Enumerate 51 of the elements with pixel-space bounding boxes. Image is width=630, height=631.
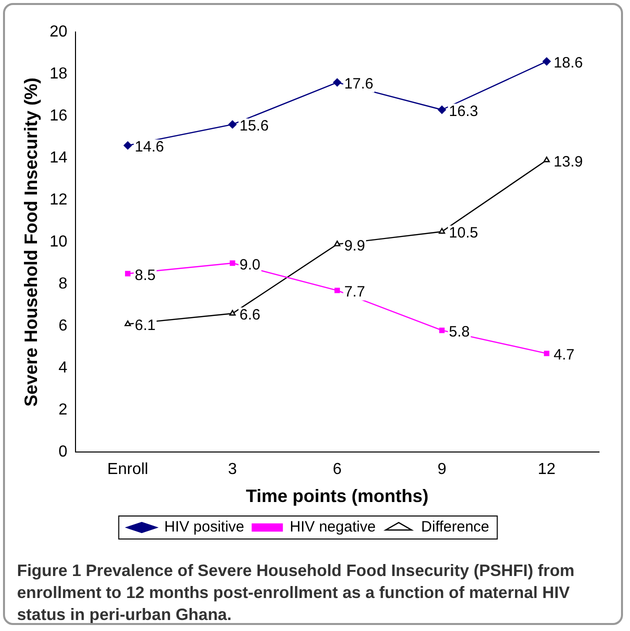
y-tick-label: 8 xyxy=(58,276,68,293)
data-label: 6.1 xyxy=(134,317,156,334)
data-label: 16.3 xyxy=(448,102,478,120)
y-tick-label: 14 xyxy=(50,149,68,166)
data-label: 8.5 xyxy=(134,266,156,284)
x-tick-label: 3 xyxy=(228,461,238,478)
data-label: 5.8 xyxy=(448,323,470,340)
data-label: 4.7 xyxy=(554,346,574,364)
data-label: 10.5 xyxy=(448,224,478,242)
point xyxy=(438,106,446,114)
point xyxy=(333,78,342,87)
x-tick-label: 6 xyxy=(332,461,342,478)
point xyxy=(229,310,236,316)
point xyxy=(334,240,340,246)
data-label: 7.7 xyxy=(344,284,366,301)
y-tick-label: 12 xyxy=(50,191,68,208)
legend-label: HIV negative xyxy=(290,518,376,536)
y-tick-label: 18 xyxy=(50,65,68,82)
data-label: 13.9 xyxy=(554,153,583,170)
data-label: 15.6 xyxy=(239,118,269,135)
data-label: 14.6 xyxy=(134,138,164,156)
point xyxy=(542,57,551,66)
point xyxy=(439,328,445,334)
y-tick-label: 4 xyxy=(58,360,68,377)
point xyxy=(230,260,236,266)
x-tick-label: Enroll xyxy=(107,461,148,478)
point xyxy=(125,270,130,276)
y-tick-label: 16 xyxy=(50,107,68,124)
data-label: 18.6 xyxy=(554,54,583,72)
y-tick-label: 2 xyxy=(58,402,68,419)
point xyxy=(124,320,131,326)
y-tick-label: 20 xyxy=(50,23,68,40)
x-tick-label: 9 xyxy=(437,461,446,478)
point xyxy=(334,288,340,294)
point xyxy=(544,350,550,356)
y-tick-label: 6 xyxy=(58,318,68,335)
data-label: 6.6 xyxy=(239,306,260,324)
y-axis-title: Severe Household Food Insecurity (%) xyxy=(20,78,41,407)
x-tick-label: 12 xyxy=(538,461,556,478)
data-label: 17.6 xyxy=(344,76,374,93)
legend-label: Difference xyxy=(421,518,490,536)
y-tick-label: 0 xyxy=(58,444,68,461)
point xyxy=(438,228,446,234)
x-axis-title: Time points (months) xyxy=(246,486,429,506)
data-label: 9.9 xyxy=(344,237,366,254)
point xyxy=(228,120,237,129)
y-tick-label: 10 xyxy=(50,234,68,251)
legend-label: HIV positive xyxy=(164,518,244,536)
point xyxy=(124,141,132,150)
data-label: 9.0 xyxy=(239,256,260,274)
point xyxy=(543,156,550,162)
